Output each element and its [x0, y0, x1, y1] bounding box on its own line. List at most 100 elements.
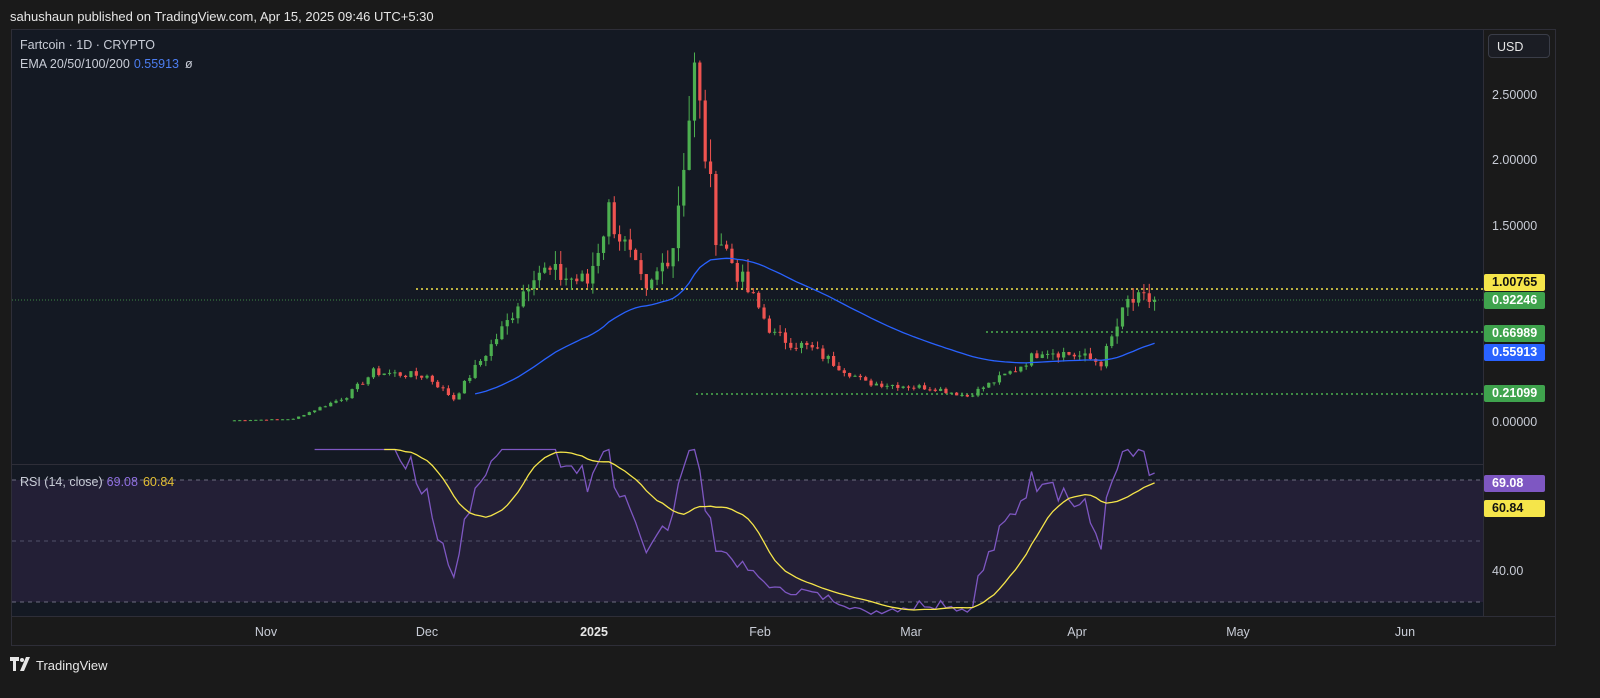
candle-body[interactable] [329, 402, 333, 407]
candle-body[interactable] [725, 244, 729, 249]
candle-body[interactable] [1104, 346, 1109, 367]
candle-body[interactable] [254, 419, 258, 421]
candle-body[interactable] [420, 375, 424, 378]
candle-body[interactable] [805, 342, 809, 345]
candle-body[interactable] [436, 381, 440, 388]
candle-body[interactable] [280, 419, 285, 421]
candle-body[interactable] [917, 385, 921, 388]
candle-body[interactable] [1120, 307, 1125, 327]
candle-body[interactable] [997, 375, 1002, 383]
candle-body[interactable] [580, 273, 584, 282]
candle-body[interactable] [612, 202, 616, 235]
candle-body[interactable] [757, 292, 761, 308]
candle-body[interactable] [291, 418, 295, 420]
candle-body[interactable] [874, 383, 878, 386]
candle-body[interactable] [248, 420, 253, 422]
candle-body[interactable] [1147, 293, 1151, 302]
candle-body[interactable] [912, 387, 916, 389]
candle-body[interactable] [933, 389, 937, 391]
candle-body[interactable] [1024, 365, 1028, 367]
candle-body[interactable] [965, 394, 969, 397]
candle-body[interactable] [425, 375, 429, 378]
candle-body[interactable] [858, 375, 862, 378]
currency-button[interactable]: USD [1488, 34, 1550, 58]
candle-body[interactable] [457, 393, 461, 400]
candle-body[interactable] [452, 395, 456, 400]
candle-body[interactable] [735, 262, 739, 282]
candle-body[interactable] [660, 262, 664, 272]
candle-body[interactable] [307, 412, 311, 416]
candle-body[interactable] [601, 236, 606, 253]
candle-body[interactable] [671, 248, 675, 267]
candle-body[interactable] [939, 388, 943, 391]
footer-brand[interactable]: TradingView [10, 657, 108, 674]
candle-body[interactable] [286, 419, 290, 421]
candle-body[interactable] [345, 398, 349, 400]
candle-body[interactable] [1131, 298, 1135, 303]
candle-body[interactable] [1019, 366, 1023, 372]
candle-body[interactable] [971, 395, 975, 397]
candle-body[interactable] [313, 410, 317, 413]
candle-body[interactable] [762, 307, 766, 319]
candle-body[interactable] [500, 326, 504, 340]
candle-body[interactable] [928, 389, 932, 391]
candle-body[interactable] [521, 291, 525, 307]
candle-body[interactable] [746, 271, 750, 293]
candle-body[interactable] [1126, 298, 1130, 308]
candle-body[interactable] [890, 384, 895, 386]
candle-body[interactable] [644, 274, 648, 289]
candle-body[interactable] [1067, 352, 1071, 355]
candle-body[interactable] [682, 169, 686, 206]
candle-body[interactable] [896, 384, 900, 388]
candle-body[interactable] [832, 355, 836, 366]
candle-body[interactable] [462, 380, 467, 394]
candle-body[interactable] [901, 386, 905, 388]
candle-body[interactable] [703, 100, 707, 162]
candle-body[interactable] [789, 342, 793, 348]
candle-body[interactable] [1051, 353, 1055, 355]
candle-body[interactable] [366, 377, 370, 385]
candle-body[interactable] [446, 388, 450, 396]
candle-body[interactable] [628, 239, 632, 250]
rsi-ma-line[interactable] [384, 448, 1155, 611]
candle-body[interactable] [553, 264, 557, 270]
candle-body[interactable] [1008, 371, 1012, 374]
candle-body[interactable] [484, 356, 488, 361]
candle-body[interactable] [468, 377, 472, 381]
candle-body[interactable] [564, 278, 568, 280]
candle-body[interactable] [650, 279, 654, 289]
candle-body[interactable] [1013, 371, 1018, 373]
candle-body[interactable] [382, 373, 386, 375]
candle-body[interactable] [698, 62, 702, 101]
candle-body[interactable] [815, 347, 820, 349]
candle-body[interactable] [409, 371, 413, 378]
candle-body[interactable] [238, 420, 242, 422]
candle-body[interactable] [302, 415, 306, 417]
candle-body[interactable] [264, 419, 269, 421]
candle-body[interactable] [676, 205, 681, 249]
candle-body[interactable] [880, 383, 884, 387]
candle-body[interactable] [297, 416, 301, 419]
candle-body[interactable] [618, 234, 622, 242]
candle-body[interactable] [361, 383, 365, 385]
candle-body[interactable] [543, 267, 547, 273]
ticker-label[interactable]: Fartcoin · 1D · CRYPTO [20, 38, 155, 52]
candle-body[interactable] [778, 331, 782, 333]
candle-body[interactable] [714, 174, 718, 246]
candle-body[interactable] [976, 388, 980, 396]
candle-body[interactable] [607, 202, 611, 237]
candle-body[interactable] [1153, 299, 1157, 302]
candle-body[interactable] [767, 318, 771, 333]
candle-body[interactable] [1099, 361, 1103, 367]
candle-body[interactable] [960, 394, 964, 396]
candle-body[interactable] [1088, 353, 1092, 360]
candle-body[interactable] [505, 320, 509, 327]
candle-body[interactable] [259, 419, 263, 421]
candle-body[interactable] [548, 267, 552, 270]
candle-body[interactable] [559, 264, 563, 280]
candle-body[interactable] [692, 62, 697, 121]
candle-body[interactable] [430, 375, 434, 382]
candle-body[interactable] [339, 399, 343, 401]
candle-body[interactable] [981, 387, 985, 389]
